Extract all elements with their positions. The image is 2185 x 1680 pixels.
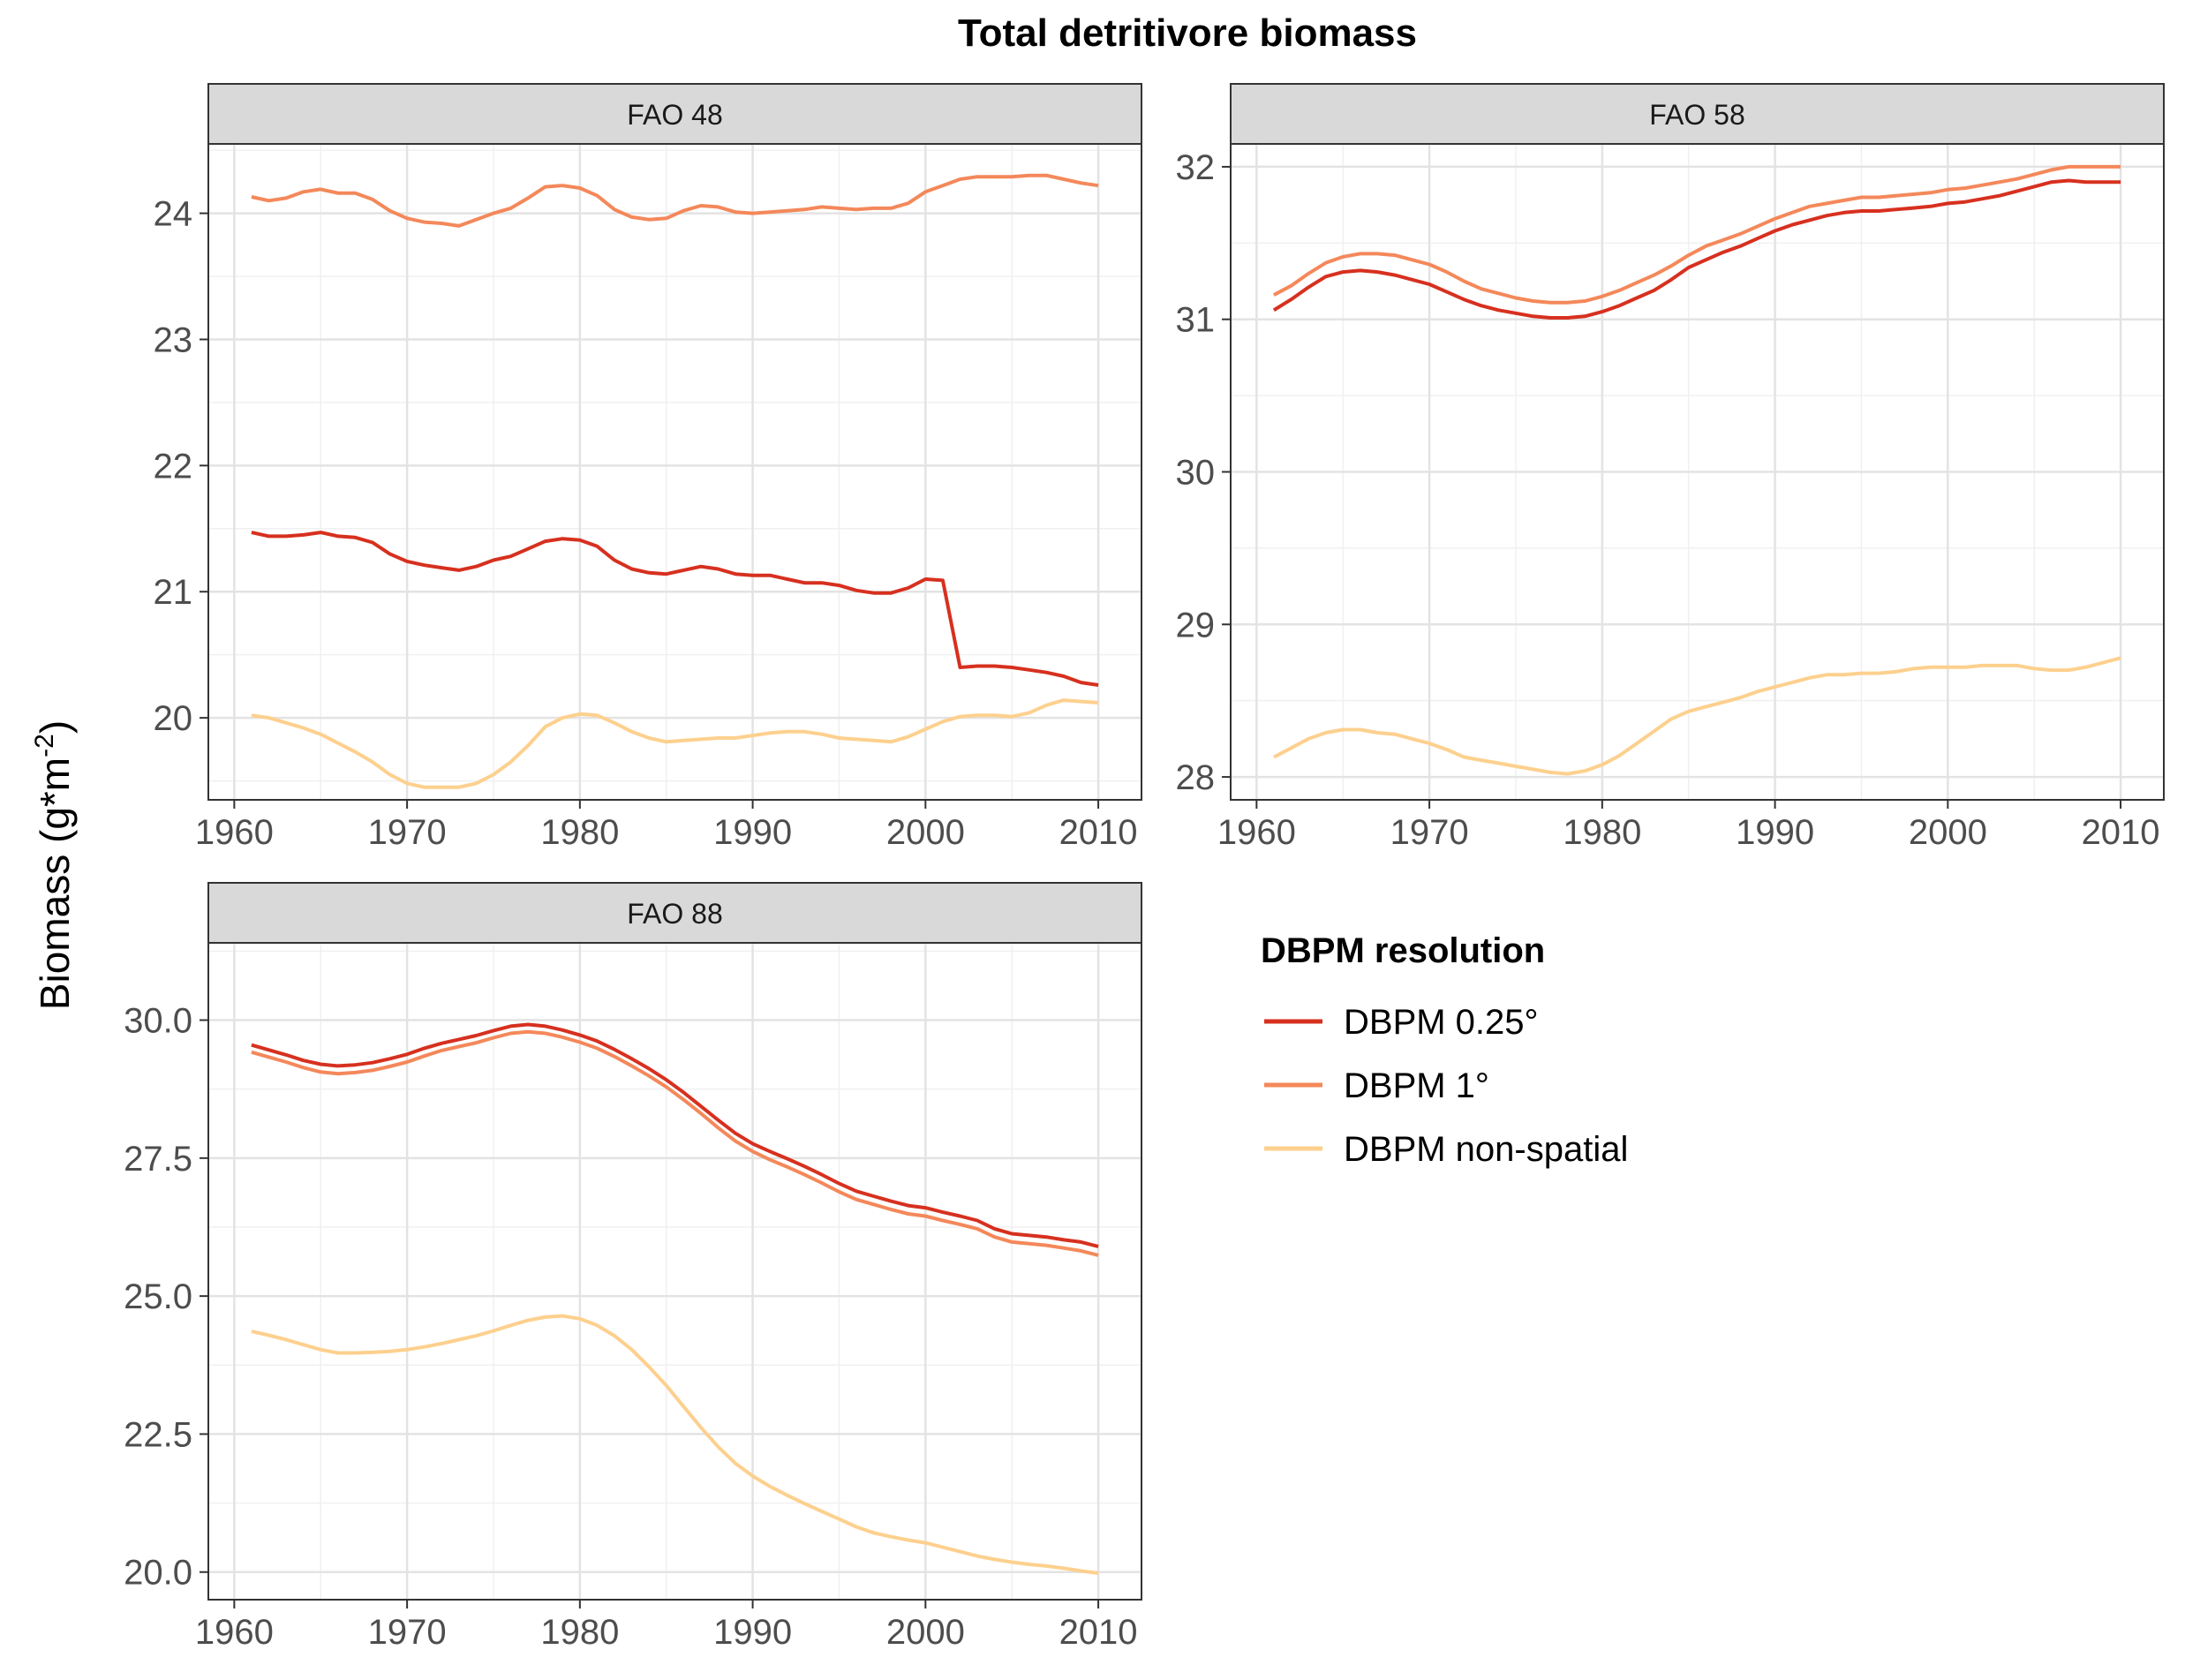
legend-item-label: DBPM 0.25° (1344, 1003, 1539, 1042)
y-axis-label-main: Biomass (g*m (32, 757, 78, 1010)
x-tick-label: 1980 (1563, 813, 1641, 852)
y-axis-label-close: ) (32, 720, 78, 734)
legend: DBPM resolution DBPM 0.25° DBPM 1° DBPM … (1261, 931, 1628, 1169)
x-tick-label: 1960 (195, 1613, 274, 1652)
plot-border (207, 143, 1142, 801)
series-line (1272, 656, 2121, 776)
y-tick-label: 32 (1176, 148, 1216, 187)
y-tick-label: 30 (1176, 454, 1216, 493)
x-tick-label: 2010 (2082, 813, 2160, 852)
x-tick-label: 2000 (886, 813, 965, 852)
y-tick-label: 23 (154, 320, 193, 359)
panel: FAO 58 1960 1970 1980 1990 2000 2010 28 29 30 31 32 (1176, 83, 2165, 852)
panel-strip (1230, 83, 2165, 145)
legend-item: DBPM non-spatial (1264, 1130, 1628, 1169)
y-tick-label: 20 (154, 699, 193, 738)
x-tick-label: 1960 (1217, 813, 1296, 852)
y-tick-label: 30.0 (124, 1002, 192, 1041)
y-tick-label: 27.5 (124, 1140, 192, 1179)
plot-area (208, 943, 1141, 1600)
x-tick-label: 2010 (1059, 1613, 1138, 1652)
legend-title: DBPM resolution (1261, 931, 1545, 970)
y-tick-label: 20.0 (124, 1554, 192, 1593)
series-line (251, 173, 1099, 228)
x-tick-label: 1970 (368, 1613, 447, 1652)
legend-item: DBPM 0.25° (1264, 1003, 1539, 1042)
y-tick-label: 21 (154, 573, 193, 612)
series-line (251, 1029, 1099, 1257)
y-tick-label: 22.5 (124, 1415, 192, 1454)
x-tick-label: 2000 (886, 1613, 965, 1652)
series-line (251, 1022, 1099, 1248)
plot-area (208, 144, 1141, 800)
series-line (1272, 164, 2121, 305)
y-tick-label: 25.0 (124, 1277, 192, 1316)
y-tick-label: 22 (154, 447, 193, 486)
x-tick-label: 1970 (1390, 813, 1469, 852)
y-tick-label: 24 (154, 195, 193, 234)
y-axis-label-superscript: -2 (30, 734, 59, 757)
legend-item: DBPM 1° (1264, 1066, 1489, 1105)
y-tick-label: 29 (1176, 606, 1216, 644)
panel-strip-label: FAO 88 (627, 898, 723, 930)
series-line (1272, 178, 2121, 320)
panel: FAO 88 1960 1970 1980 1990 2000 2010 20.0 22.5 25… (124, 882, 1142, 1652)
x-tick-label: 1990 (713, 813, 792, 852)
x-tick-label: 1980 (540, 1613, 619, 1652)
series-line (251, 698, 1099, 789)
panel-strip-label: FAO 58 (1649, 99, 1745, 131)
x-tick-label: 1970 (368, 813, 447, 852)
x-tick-label: 2000 (1909, 813, 1987, 852)
x-tick-label: 1960 (195, 813, 274, 852)
panel-strip (207, 83, 1142, 145)
legend-item-label: DBPM non-spatial (1344, 1130, 1628, 1169)
panel-strip (207, 882, 1142, 944)
y-tick-label: 31 (1176, 301, 1216, 340)
x-tick-label: 1980 (540, 813, 619, 852)
chart-title: Total detritivore biomass (958, 11, 1417, 55)
y-tick-label: 28 (1176, 758, 1216, 797)
panel-strip-label: FAO 48 (627, 99, 723, 131)
plot-border (207, 942, 1142, 1601)
x-tick-label: 2010 (1059, 813, 1138, 852)
x-tick-label: 1990 (1736, 813, 1814, 852)
panel: FAO 48 1960 1970 1980 1990 2000 2010 20 21 22 23 24 (154, 83, 1142, 852)
series-line (251, 531, 1099, 687)
legend-item-label: DBPM 1° (1344, 1066, 1489, 1105)
panels-group: FAO 48 1960 1970 1980 1990 2000 2010 20 21 22 23 24… (124, 83, 2165, 1652)
series-line (251, 1314, 1099, 1575)
y-axis-label: Biomass (g*m-2) (30, 720, 78, 1010)
x-tick-label: 1990 (713, 1613, 792, 1652)
